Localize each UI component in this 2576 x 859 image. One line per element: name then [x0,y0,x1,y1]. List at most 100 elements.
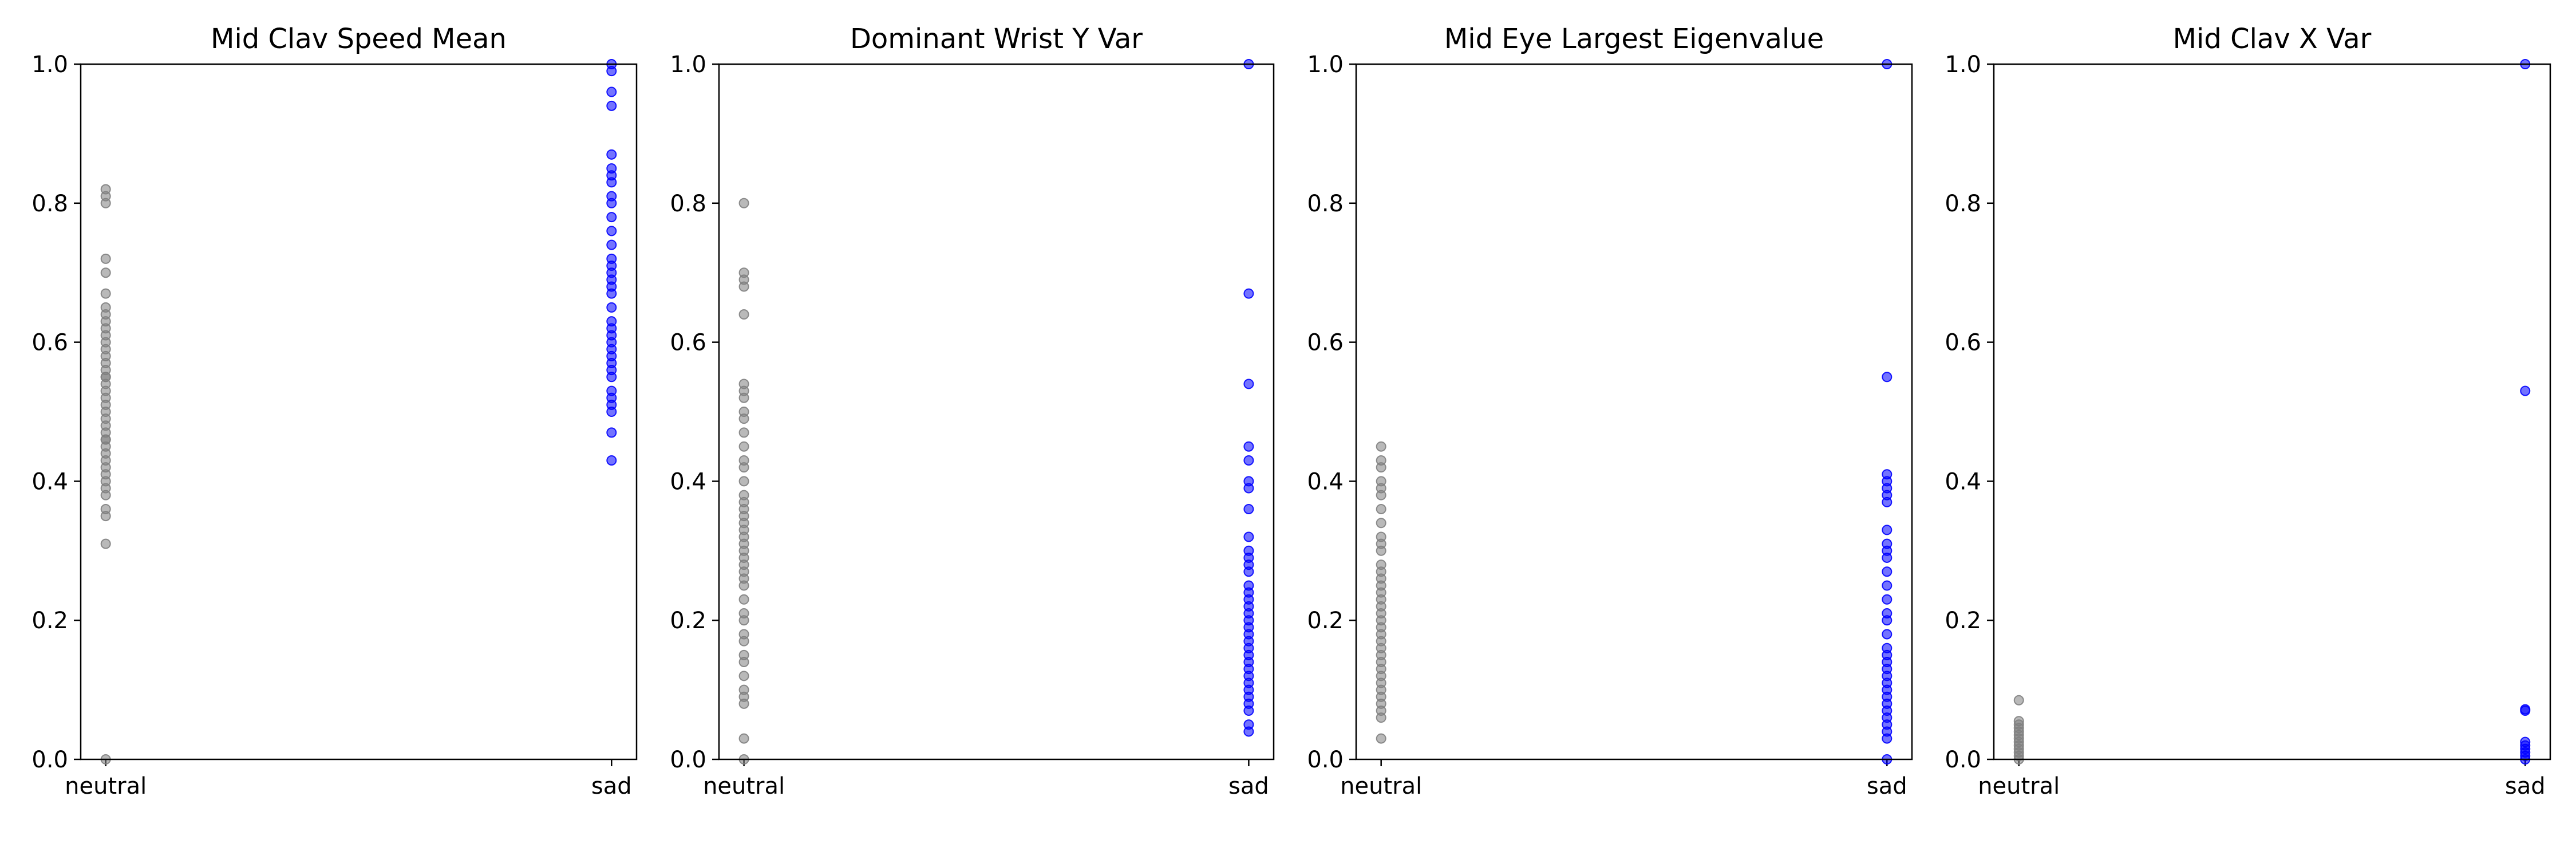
y-tick-label: 0.6 [1945,330,1981,356]
data-point-neutral [100,267,111,278]
y-tick-label: 0.0 [670,747,706,773]
data-point-neutral [738,267,749,278]
data-point-sad [1882,525,1893,535]
data-point-sad [606,163,617,174]
data-point-neutral [738,671,749,681]
data-point-sad [1243,455,1254,466]
y-tick-label: 0.8 [1307,191,1344,217]
data-point-sad [1243,719,1254,730]
y-tick-label: 1.0 [1945,52,1981,78]
y-tick-label: 0.8 [31,191,68,217]
axes-frame [1355,63,1913,761]
data-point-neutral [100,253,111,264]
axes-frame [718,63,1275,761]
data-point-neutral [738,684,749,695]
y-tick-label: 0.2 [1307,608,1344,634]
y-tick-label: 0.8 [1945,191,1981,217]
y-tick-label: 0.2 [670,608,706,634]
data-point-neutral [100,302,111,313]
x-tick-label: neutral [1340,773,1422,799]
data-point-neutral [738,427,749,438]
data-point-neutral [738,309,749,320]
data-point-neutral [1376,476,1386,487]
data-point-neutral [1376,518,1386,529]
y-tick-label: 0.0 [1307,747,1344,773]
data-point-neutral [738,608,749,619]
data-point-sad [1882,469,1893,480]
data-point-sad [1243,531,1254,542]
data-point-neutral [100,184,111,195]
data-point-sad [1882,566,1893,577]
data-point-sad [1882,608,1893,619]
chart-panel-2: Dominant Wrist Y Var 0.0 0.2 0.4 0.6 0.8 1.0 ne… [670,23,1275,799]
y-tick-label: 1.0 [670,52,706,78]
data-point-sad [606,316,617,327]
data-point-sad [1243,580,1254,591]
data-point-sad [606,86,617,97]
chart-title: Mid Clav Speed Mean [211,23,507,55]
chart-panels: Mid Clav Speed Mean 0.0 0.2 0.4 0.6 0.8 1.0 neu… [31,23,2551,799]
x-tick-label: sad [1228,773,1269,799]
y-tick-label: 0.6 [1307,330,1344,356]
data-point-neutral [2013,716,2024,727]
data-point-neutral [738,455,749,466]
data-point-neutral [738,733,749,744]
axes-frame [1993,63,2551,761]
data-point-neutral [1376,559,1386,570]
chart-title: Mid Eye Largest Eigenvalue [1444,23,1824,55]
data-point-sad [606,239,617,250]
data-point-sad [606,302,617,313]
x-tick-label: neutral [1978,773,2060,799]
data-point-sad [1882,538,1893,549]
x-tick-label: sad [2505,773,2546,799]
data-point-sad [606,149,617,160]
chart-panel-1: Mid Clav Speed Mean 0.0 0.2 0.4 0.6 0.8 1.0 neu… [31,23,638,799]
y-tick-label: 0.0 [1945,747,1981,773]
data-point-sad [606,191,617,202]
data-point-neutral [738,198,749,208]
chart-title: Dominant Wrist Y Var [850,23,1143,55]
data-point-neutral [738,490,749,501]
data-point-sad [1243,476,1254,487]
y-tick-label: 0.0 [31,747,68,773]
x-tick-label: sad [1867,773,1907,799]
data-point-neutral [738,441,749,452]
data-point-neutral [1376,503,1386,514]
data-point-sad [1243,503,1254,514]
data-point-neutral [738,476,749,487]
data-point-sad [1243,379,1254,389]
y-tick-label: 0.6 [670,330,706,356]
data-point-neutral [1376,455,1386,466]
data-point-neutral [1376,441,1386,452]
y-tick-label: 0.6 [31,330,68,356]
data-point-sad [606,253,617,264]
data-point-sad [1243,441,1254,452]
data-point-sad [606,212,617,223]
x-tick-label: neutral [703,773,785,799]
chart-panel-3: Mid Eye Largest Eigenvalue 0.0 0.2 0.4 0.6 0.… [1307,23,1913,799]
data-point-sad [606,385,617,396]
y-tick-label: 0.2 [31,608,68,634]
axes-frame [80,63,638,761]
y-tick-label: 0.8 [670,191,706,217]
data-point-neutral [1376,733,1386,744]
data-point-sad [2520,736,2531,747]
data-point-sad [1882,372,1893,383]
chart-panel-4: Mid Clav X Var 0.0 0.2 0.4 0.6 0.8 1.0 neutral s… [1945,23,2551,799]
data-point-sad [606,455,617,466]
data-point-neutral [100,288,111,299]
x-tick-label: neutral [65,773,147,799]
data-point-sad [2520,704,2531,715]
data-point-sad [1882,643,1893,653]
data-point-sad [606,100,617,111]
y-tick-label: 0.4 [1307,468,1344,495]
data-point-sad [2520,385,2531,396]
data-point-neutral [738,379,749,389]
data-point-neutral [738,407,749,417]
chart-title: Mid Clav X Var [2173,23,2372,55]
data-point-sad [606,226,617,237]
data-point-neutral [100,538,111,549]
y-tick-label: 0.4 [31,468,68,495]
